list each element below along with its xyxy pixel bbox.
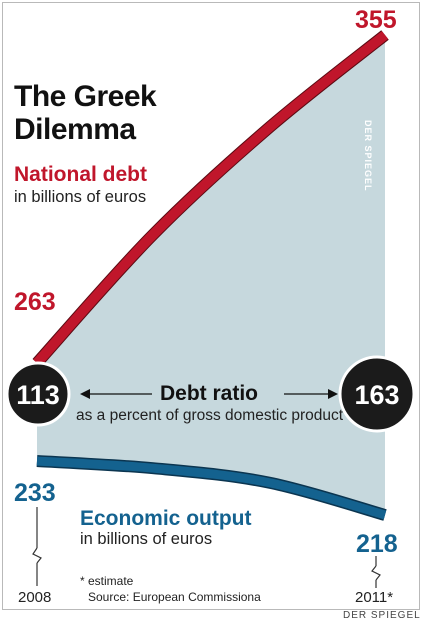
debt-series-heading: National debt [14, 163, 148, 186]
ratio-end-label: 163 [354, 380, 399, 410]
output-series-unit: in billions of euros [80, 530, 213, 548]
arrow-right-icon [328, 389, 338, 399]
arrow-left-icon [80, 389, 90, 399]
credit-line: DER SPIEGEL [343, 610, 421, 621]
axis-break-icon [371, 565, 381, 581]
debt-end-value: 355 [355, 6, 397, 34]
output-end-value: 218 [356, 530, 398, 558]
watermark: DER SPIEGEL [363, 120, 373, 192]
chart-title-line2: Dilemma [14, 113, 136, 146]
debt-start-value: 263 [14, 288, 56, 316]
debt-series-unit: in billions of euros [14, 188, 147, 206]
year-label-start: 2008 [18, 589, 52, 606]
ratio-end-circle [338, 355, 416, 433]
ratio-start-label: 113 [16, 380, 60, 410]
economic-output-line [36, 456, 387, 520]
national-debt-line [33, 31, 389, 367]
axis-break-icon [32, 547, 42, 564]
ratio-start-circle [5, 361, 71, 427]
source-note: Source: European Commissiona [88, 590, 261, 604]
output-start-value: 233 [14, 479, 56, 507]
debt-output-gap-area [37, 35, 385, 515]
output-series-heading: Economic output [80, 507, 252, 530]
debt-ratio-heading: Debt ratio [160, 382, 259, 405]
year-label-end: 2011* [355, 589, 394, 606]
debt-ratio-unit: as a percent of gross domestic product [76, 407, 344, 424]
footnote: * estimate [80, 574, 134, 588]
chart-title-line1: The Greek [14, 80, 157, 113]
